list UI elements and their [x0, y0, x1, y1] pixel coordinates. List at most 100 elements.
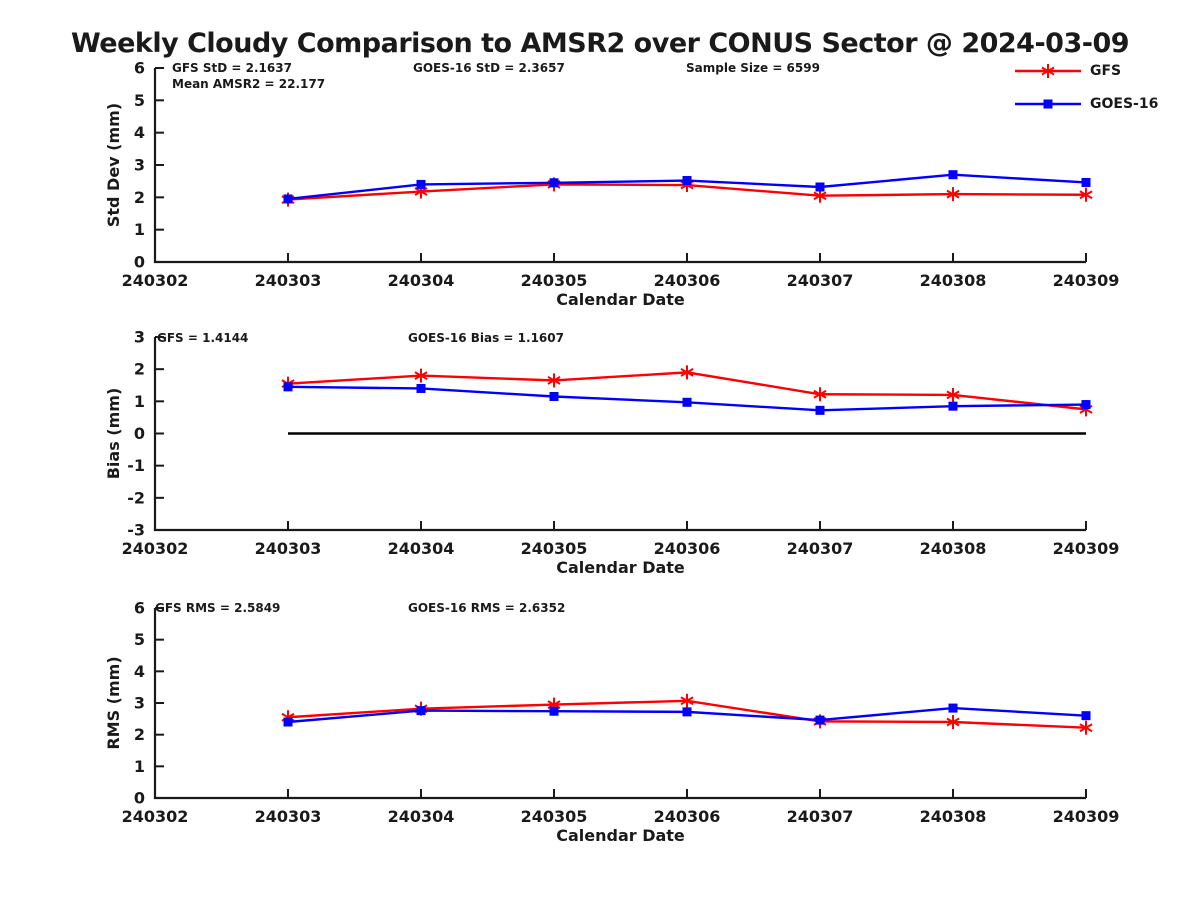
x-tick-label: 240305	[521, 271, 588, 290]
gfs-series-markers	[281, 365, 1093, 417]
x-tick-label: 240303	[255, 807, 322, 826]
square-marker	[416, 383, 426, 393]
annotation: GFS StD = 2.1637	[172, 61, 292, 75]
y-tick-label: 0	[134, 424, 145, 443]
square-marker	[549, 392, 559, 402]
legend-item-gfs: GFS	[1014, 62, 1158, 80]
asterisk-marker	[680, 365, 694, 380]
square-marker	[815, 182, 825, 192]
goes16-line-marker-icon	[1015, 99, 1081, 109]
square-marker	[682, 707, 692, 717]
asterisk-marker	[1041, 64, 1055, 78]
square-marker	[416, 706, 426, 716]
y-tick-label: 2	[134, 725, 145, 744]
asterisk-marker	[680, 693, 694, 708]
y-tick-label: 6	[134, 599, 145, 618]
x-tick-label: 240307	[787, 807, 854, 826]
x-tick-label: 240308	[920, 539, 987, 558]
x-tick-label: 240309	[1053, 539, 1120, 558]
x-tick-label: 240309	[1053, 807, 1120, 826]
y-tick-label: 0	[134, 253, 145, 272]
square-marker	[549, 178, 559, 188]
goes-16-series-markers	[283, 703, 1091, 727]
square-marker	[815, 405, 825, 415]
annotation: Mean AMSR2 = 22.177	[172, 77, 325, 91]
annotation: GOES-16 StD = 2.3657	[413, 61, 565, 75]
goes-16-series-markers	[283, 382, 1091, 415]
y-tick-label: 1	[134, 392, 145, 411]
y-tick-label: 2	[134, 360, 145, 379]
subplot-rms: 0 1 2 3 4 5 6 240302 240303 240304 240305 240306 240…	[104, 599, 1119, 846]
x-tick-label: 240308	[920, 271, 987, 290]
y-tick-label: 0	[134, 789, 145, 808]
x-axis-title: Calendar Date	[556, 558, 685, 577]
x-tick-label: 240302	[122, 539, 189, 558]
x-tick-label: 240306	[654, 539, 721, 558]
square-marker	[948, 170, 958, 180]
y-tick-label: 1	[134, 220, 145, 239]
x-tick-label: 240303	[255, 539, 322, 558]
y-tick-label: -1	[127, 456, 145, 475]
asterisk-marker	[547, 373, 561, 388]
y-tick-label: 4	[134, 123, 145, 142]
x-tick-label: 240309	[1053, 271, 1120, 290]
x-tick-label: 240308	[920, 807, 987, 826]
square-marker	[1081, 177, 1091, 187]
x-tick-label: 240307	[787, 539, 854, 558]
legend-item-goes16: GOES-16	[1014, 95, 1158, 113]
asterisk-marker	[414, 368, 428, 383]
annotation: GOES-16 Bias = 1.1607	[408, 331, 564, 345]
x-tick-label: 240304	[388, 539, 455, 558]
y-tick-label: 3	[134, 328, 145, 347]
y-tick-label: 5	[134, 91, 145, 110]
chart-title: Weekly Cloudy Comparison to AMSR2 over C…	[70, 28, 1130, 59]
annotation: GFS = 1.4144	[157, 331, 248, 345]
square-marker	[1081, 711, 1091, 721]
legend-label-gfs: GFS	[1090, 63, 1122, 79]
annotation: GFS RMS = 2.5849	[155, 601, 280, 615]
y-tick-label: 3	[134, 694, 145, 713]
square-marker	[416, 179, 426, 189]
square-marker	[948, 703, 958, 713]
y-tick-label: 1	[134, 757, 145, 776]
annotation: GOES-16 RMS = 2.6352	[408, 601, 565, 615]
subplot-bias: -3 -2 -1 0 1 2 3 240302 240303 240304 240305 240306…	[104, 328, 1119, 578]
y-axis-title: Bias (mm)	[104, 388, 123, 480]
square-marker	[1081, 400, 1091, 410]
x-tick-label: 240304	[388, 807, 455, 826]
y-tick-label: 6	[134, 59, 145, 78]
chart-legend: GFS GOES-16	[1014, 62, 1158, 113]
square-marker	[283, 194, 293, 204]
asterisk-marker	[946, 387, 960, 402]
square-marker	[549, 706, 559, 716]
square-marker	[283, 717, 293, 727]
goes-16-series-markers	[283, 170, 1091, 204]
x-tick-label: 240304	[388, 271, 455, 290]
asterisk-marker	[946, 715, 960, 729]
x-tick-label: 240305	[521, 539, 588, 558]
asterisk-marker	[813, 387, 827, 402]
square-marker	[682, 176, 692, 186]
subplot-stddev: 0 1 2 3 4 5 6 240302 240303 240304 240305 240306 240…	[104, 59, 1119, 310]
y-tick-label: 2	[134, 188, 145, 207]
y-axis-title: RMS (mm)	[104, 656, 123, 749]
square-marker	[283, 382, 293, 392]
square-marker	[815, 715, 825, 725]
x-tick-label: 240306	[654, 271, 721, 290]
legend-label-goes16: GOES-16	[1090, 96, 1159, 112]
y-tick-label: -2	[127, 488, 145, 507]
y-tick-label: 4	[134, 662, 145, 681]
annotation: Sample Size = 6599	[686, 61, 820, 75]
x-tick-label: 240303	[255, 271, 322, 290]
gfs-line-marker-icon	[1015, 64, 1081, 78]
y-tick-label: 3	[134, 156, 145, 175]
asterisk-marker	[1079, 720, 1093, 735]
x-tick-label: 240307	[787, 271, 854, 290]
y-axis-title: Std Dev (mm)	[104, 103, 123, 227]
x-tick-label: 240305	[521, 807, 588, 826]
x-tick-label: 240302	[122, 271, 189, 290]
y-tick-label: -3	[127, 521, 145, 540]
x-tick-label: 240302	[122, 807, 189, 826]
